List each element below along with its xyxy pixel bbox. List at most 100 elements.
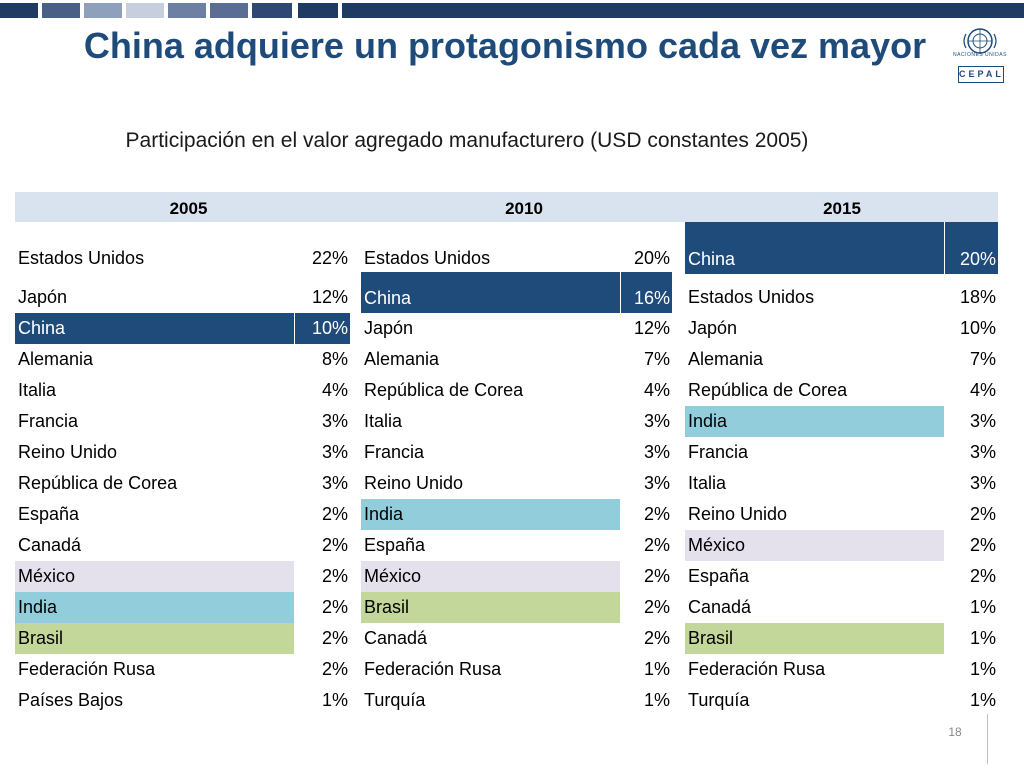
- country-cell: Federación Rusa: [688, 659, 826, 679]
- country-cell: España: [18, 504, 80, 524]
- share-cell: 12%: [311, 287, 348, 307]
- country-cell: México: [15, 561, 294, 592]
- share-cell: 1%: [643, 690, 670, 710]
- footer-rule: [987, 714, 988, 764]
- page-number: 18: [948, 725, 962, 739]
- year-header-2015: 2015: [686, 192, 998, 222]
- share-cell: 1%: [969, 690, 996, 710]
- country-cell: Reino Unido: [364, 473, 464, 493]
- share-cell: 7%: [969, 349, 996, 369]
- share-cell: 2%: [321, 504, 348, 524]
- country-cell: Japón: [364, 318, 414, 338]
- share-cell: 3%: [643, 473, 670, 493]
- country-cell: Federación Rusa: [18, 659, 156, 679]
- country-cell: Canadá: [364, 628, 428, 648]
- slide-title: China adquiere un protagonismo cada vez …: [83, 25, 927, 66]
- cell-separator: [944, 222, 945, 274]
- share-cell: 3%: [643, 442, 670, 462]
- share-cell: 3%: [321, 442, 348, 462]
- share-cell: 7%: [643, 349, 670, 369]
- year-header-2010: 2010: [362, 192, 686, 222]
- decorative-top-bar: [0, 3, 1024, 18]
- country-cell: China: [15, 313, 294, 344]
- country-cell: México: [361, 561, 620, 592]
- country-cell: México: [685, 530, 944, 561]
- share-cell: 3%: [643, 411, 670, 431]
- country-cell: Estados Unidos: [688, 287, 815, 307]
- share-cell: 2%: [643, 628, 670, 648]
- country-cell: Alemania: [688, 349, 764, 369]
- country-cell: Alemania: [364, 349, 440, 369]
- share-cell: 2%: [643, 566, 670, 586]
- country-cell: India: [361, 499, 620, 530]
- share-cell: 20%: [633, 248, 670, 268]
- country-cell: Italia: [364, 411, 403, 431]
- share-cell: 2%: [321, 566, 348, 586]
- country-cell: Alemania: [18, 349, 94, 369]
- share-cell: 2%: [969, 504, 996, 524]
- slide-subtitle: Participación en el valor agregado manuf…: [125, 129, 809, 152]
- country-cell: China: [361, 272, 620, 313]
- share-cell: 1%: [969, 659, 996, 679]
- country-cell: Federación Rusa: [364, 659, 502, 679]
- share-cell: 3%: [321, 473, 348, 493]
- share-cell: 3%: [969, 411, 996, 431]
- share-cell: 10%: [959, 318, 996, 338]
- cell-separator: [620, 272, 621, 313]
- share-cell: 2%: [321, 628, 348, 648]
- country-cell: Italia: [18, 380, 57, 400]
- country-cell: Francia: [364, 442, 425, 462]
- country-cell: Francia: [688, 442, 749, 462]
- country-cell: Reino Unido: [18, 442, 118, 462]
- cepal-logo: CEPAL: [958, 66, 1004, 83]
- country-cell: Estados Unidos: [364, 248, 491, 268]
- share-cell: 2%: [643, 535, 670, 555]
- share-cell: 3%: [321, 411, 348, 431]
- share-cell: 2%: [321, 597, 348, 617]
- country-cell: República de Corea: [688, 380, 848, 400]
- country-cell: Brasil: [361, 592, 620, 623]
- share-cell: 10%: [294, 313, 350, 344]
- country-cell: República de Corea: [364, 380, 524, 400]
- share-cell: 4%: [321, 380, 348, 400]
- country-cell: India: [15, 592, 294, 623]
- share-cell: 12%: [633, 318, 670, 338]
- country-cell: Países Bajos: [18, 690, 124, 710]
- country-cell: Francia: [18, 411, 79, 431]
- country-cell: España: [364, 535, 426, 555]
- share-cell: 4%: [643, 380, 670, 400]
- year-header-2005: 2005: [15, 192, 362, 222]
- share-cell: 2%: [321, 659, 348, 679]
- share-cell: 1%: [969, 628, 996, 648]
- share-cell: 3%: [969, 473, 996, 493]
- country-cell: Turquía: [688, 690, 750, 710]
- country-cell: España: [688, 566, 750, 586]
- country-cell: Canadá: [18, 535, 82, 555]
- share-cell: 2%: [969, 535, 996, 555]
- country-cell: China: [685, 222, 944, 274]
- country-cell: Brasil: [15, 623, 294, 654]
- country-cell: República de Corea: [18, 473, 178, 493]
- share-cell: 16%: [620, 272, 672, 313]
- country-cell: Japón: [18, 287, 68, 307]
- share-cell: 2%: [643, 504, 670, 524]
- share-cell: 3%: [969, 442, 996, 462]
- country-cell: Italia: [688, 473, 727, 493]
- country-cell: Turquía: [364, 690, 426, 710]
- un-label: NACIONES UNIDAS: [953, 52, 1007, 58]
- country-cell: Canadá: [688, 597, 752, 617]
- share-cell: 1%: [321, 690, 348, 710]
- share-cell: 2%: [969, 566, 996, 586]
- country-cell: Japón: [688, 318, 738, 338]
- share-cell: 4%: [969, 380, 996, 400]
- un-emblem-icon: [963, 28, 997, 54]
- cell-separator: [294, 313, 295, 344]
- share-cell: 22%: [311, 248, 348, 268]
- share-cell: 2%: [321, 535, 348, 555]
- share-cell: 1%: [969, 597, 996, 617]
- country-cell: Reino Unido: [688, 504, 788, 524]
- share-cell: 8%: [321, 349, 348, 369]
- country-cell: Brasil: [685, 623, 944, 654]
- share-cell: 1%: [643, 659, 670, 679]
- country-cell: Estados Unidos: [18, 248, 145, 268]
